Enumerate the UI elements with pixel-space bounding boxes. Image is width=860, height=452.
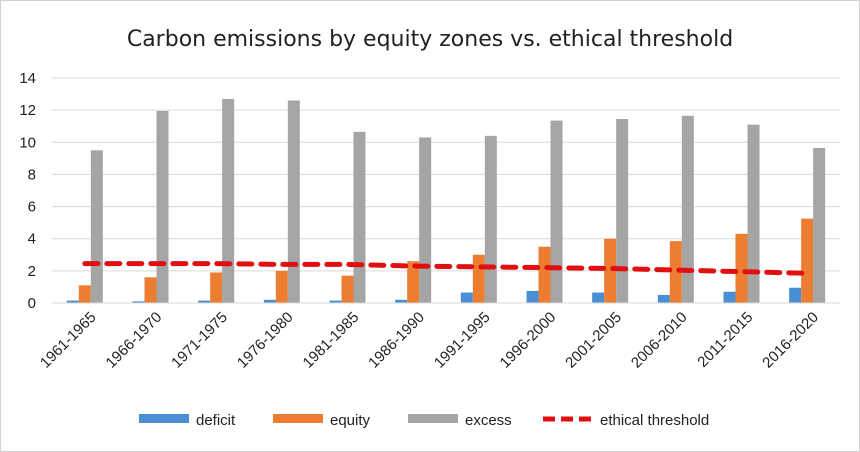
bar-equity <box>275 270 288 303</box>
bar-deficit <box>395 299 408 303</box>
x-tick-label: 1996-2000 <box>497 309 560 372</box>
bar-deficit <box>66 300 79 303</box>
y-tick-label: 8 <box>28 166 36 183</box>
bar-excess <box>156 110 169 303</box>
x-tick-label: 1961-1965 <box>37 309 100 372</box>
threshold-line <box>82 261 810 276</box>
bar-equity <box>604 238 617 303</box>
bar-equity <box>210 272 223 303</box>
legend-label: excess <box>465 412 512 429</box>
legend-swatch-equity <box>273 414 323 423</box>
bar-excess <box>90 150 103 303</box>
y-tick-label: 2 <box>28 263 36 280</box>
bar-equity <box>78 285 91 303</box>
bar-deficit <box>592 292 605 303</box>
y-tick-label: 14 <box>19 70 36 87</box>
y-tick-label: 10 <box>19 134 36 151</box>
legend-label: deficit <box>196 412 236 429</box>
bar-excess <box>616 118 629 303</box>
y-tick-label: 4 <box>28 231 36 248</box>
chart-title: Carbon emissions by equity zones vs. eth… <box>127 27 733 52</box>
bar-deficit <box>132 301 145 303</box>
y-axis-ticks: 0 2 4 6 8 10 12 14 <box>19 70 36 312</box>
bar-equity <box>801 218 814 303</box>
x-tick-label: 1981-1985 <box>300 309 363 372</box>
legend-swatch-deficit <box>139 414 189 423</box>
bar-equity <box>341 275 354 303</box>
x-tick-label: 2016-2020 <box>759 309 822 372</box>
bar-deficit <box>263 299 276 303</box>
bar-equity <box>538 246 551 303</box>
bar-excess <box>419 137 432 303</box>
bar-excess <box>681 115 694 304</box>
bar-deficit <box>526 290 539 303</box>
legend-swatch-excess <box>408 414 458 423</box>
bar-equity <box>472 254 485 303</box>
bar-excess <box>747 124 760 303</box>
bar-excess <box>287 100 300 303</box>
bar-deficit <box>723 291 736 303</box>
bar-deficit <box>789 287 802 303</box>
bar-excess <box>813 147 826 303</box>
x-tick-label: 2011-2015 <box>694 309 756 371</box>
legend: deficit equity excess ethical threshold <box>139 412 709 429</box>
bar-equity <box>144 277 157 303</box>
x-tick-label: 1976-1980 <box>234 309 297 372</box>
bar-excess <box>222 98 235 304</box>
bar-equity <box>407 261 420 303</box>
x-tick-label: 2006-2010 <box>628 309 691 372</box>
gridlines <box>52 77 840 272</box>
legend-label: ethical threshold <box>600 412 709 429</box>
legend-label: equity <box>330 412 371 429</box>
bar-excess <box>353 131 366 303</box>
x-tick-label: 1986-1990 <box>365 309 428 372</box>
x-tick-label: 1966-1970 <box>103 309 166 372</box>
bar-deficit <box>329 300 342 303</box>
bar-excess <box>484 135 497 303</box>
y-tick-label: 12 <box>19 102 36 119</box>
x-tick-label: 1971-1975 <box>168 309 231 372</box>
bar-equity <box>735 233 748 303</box>
threshold-line-group <box>82 261 810 276</box>
bar-equity <box>669 241 682 303</box>
bar-excess <box>550 120 563 303</box>
y-tick-label: 6 <box>28 199 36 216</box>
bar-deficit <box>657 294 670 303</box>
y-tick-label: 0 <box>28 295 36 312</box>
x-tick-label: 1991-1995 <box>431 309 494 372</box>
x-axis-ticks: 1961-1965 1966-1970 1971-1975 1976-1980 1981… <box>37 309 822 372</box>
bars <box>66 98 826 304</box>
bar-deficit <box>460 292 473 303</box>
x-tick-label: 2001-2005 <box>562 309 625 372</box>
bar-deficit <box>198 300 211 303</box>
